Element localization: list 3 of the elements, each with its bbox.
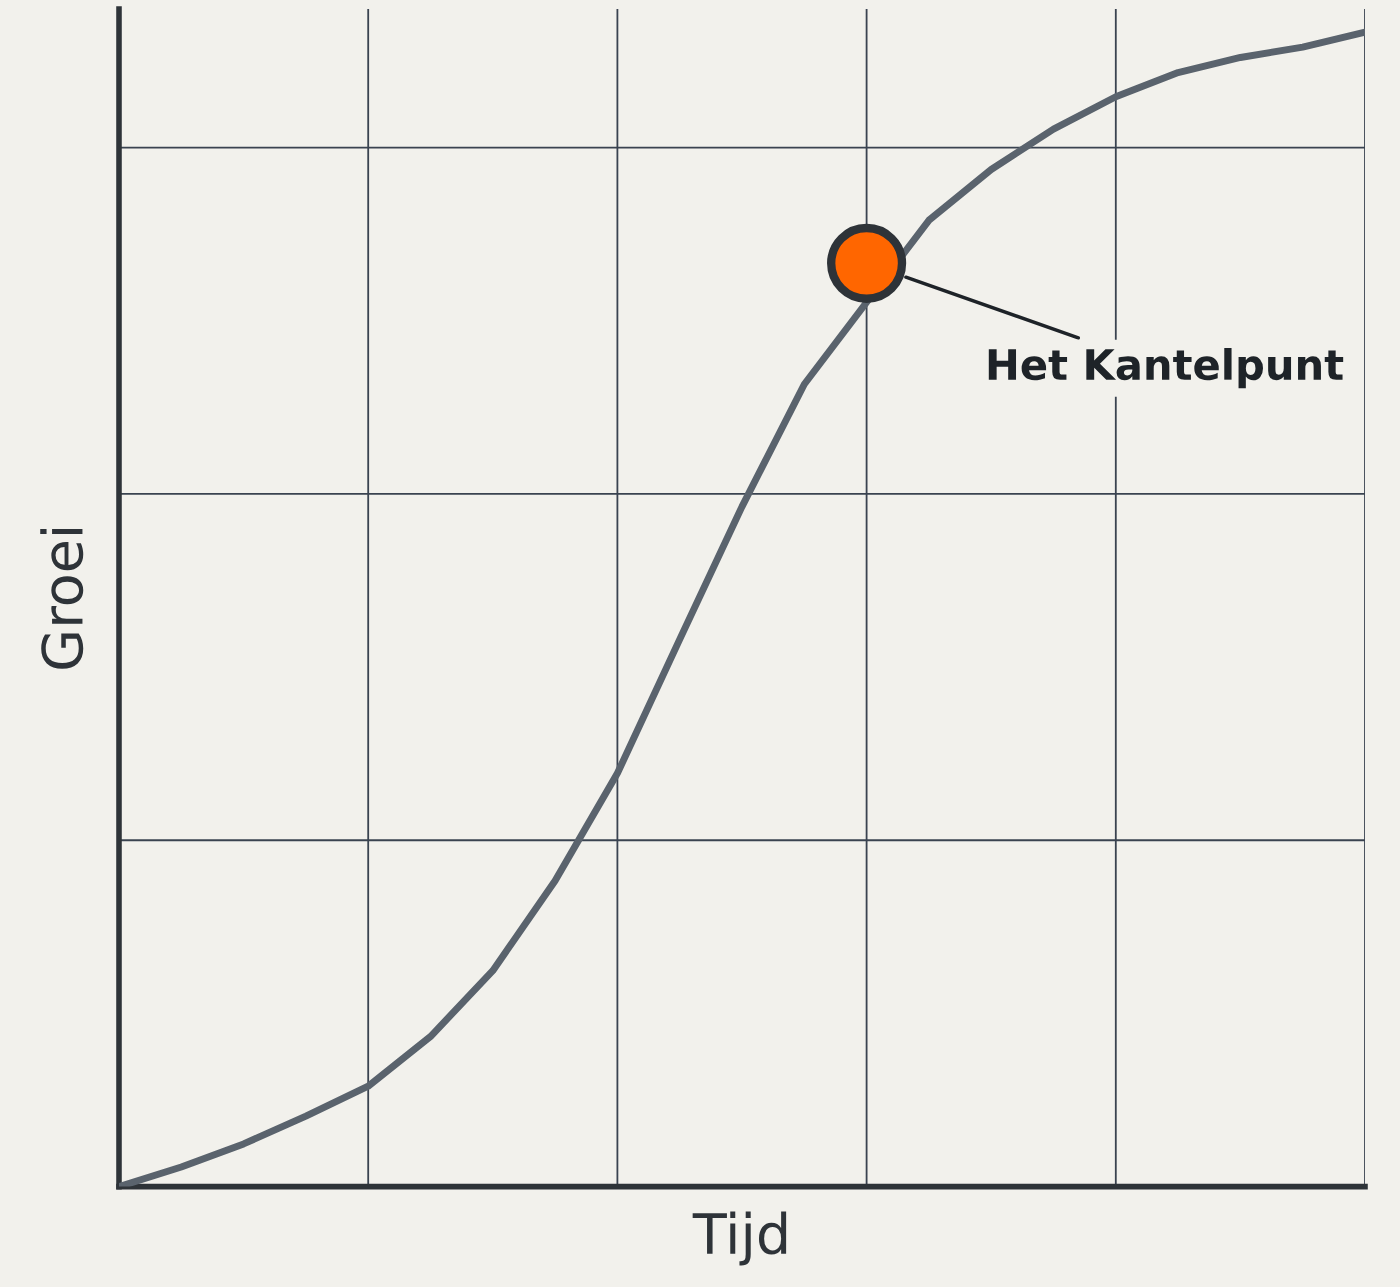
x-axis-title: Tijd bbox=[692, 1211, 787, 1266]
annotation: Het Kantelpunt bbox=[988, 348, 1344, 389]
y-axis-title: Groei bbox=[40, 528, 84, 669]
